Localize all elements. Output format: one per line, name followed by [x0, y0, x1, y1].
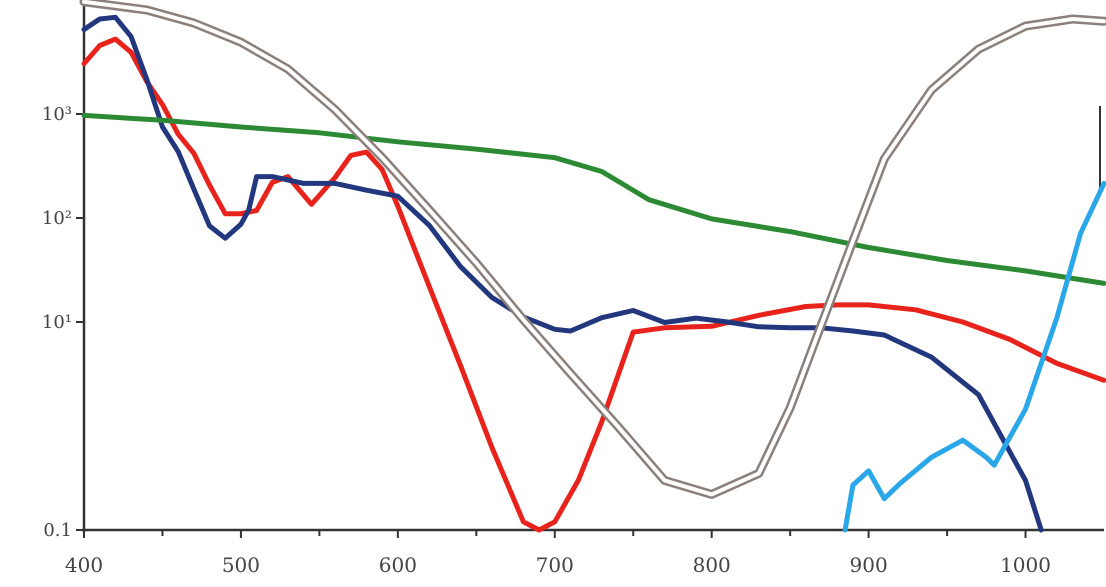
y-tick-label: 10³: [42, 104, 72, 125]
x-tick-label: 800: [693, 553, 731, 577]
series-line: [81, 36, 1106, 533]
x-tick-label: 700: [536, 553, 574, 577]
series-line-inner: [82, 0, 1106, 497]
x-tick-label: 400: [65, 553, 103, 577]
y-tick-label: 10¹: [42, 312, 72, 333]
x-tick-label: 900: [850, 553, 888, 577]
tick-labels: 400 500 600 700 800 900 1000 0.1 10¹ 10² 10³: [42, 104, 1051, 577]
axes: [76, 6, 1104, 538]
x-tick-label: 500: [222, 553, 260, 577]
series-layer: [79, 0, 1106, 533]
series-line-outline: [79, 0, 1106, 499]
series-line: [81, 112, 1106, 286]
x-tick-label: 600: [379, 553, 417, 577]
series-line: [81, 14, 1044, 533]
x-tick-label: 1000: [1000, 553, 1051, 577]
y-tick-label: 0.1: [43, 520, 72, 541]
y-tick-label: 10²: [42, 208, 72, 229]
series-line: [842, 180, 1106, 533]
